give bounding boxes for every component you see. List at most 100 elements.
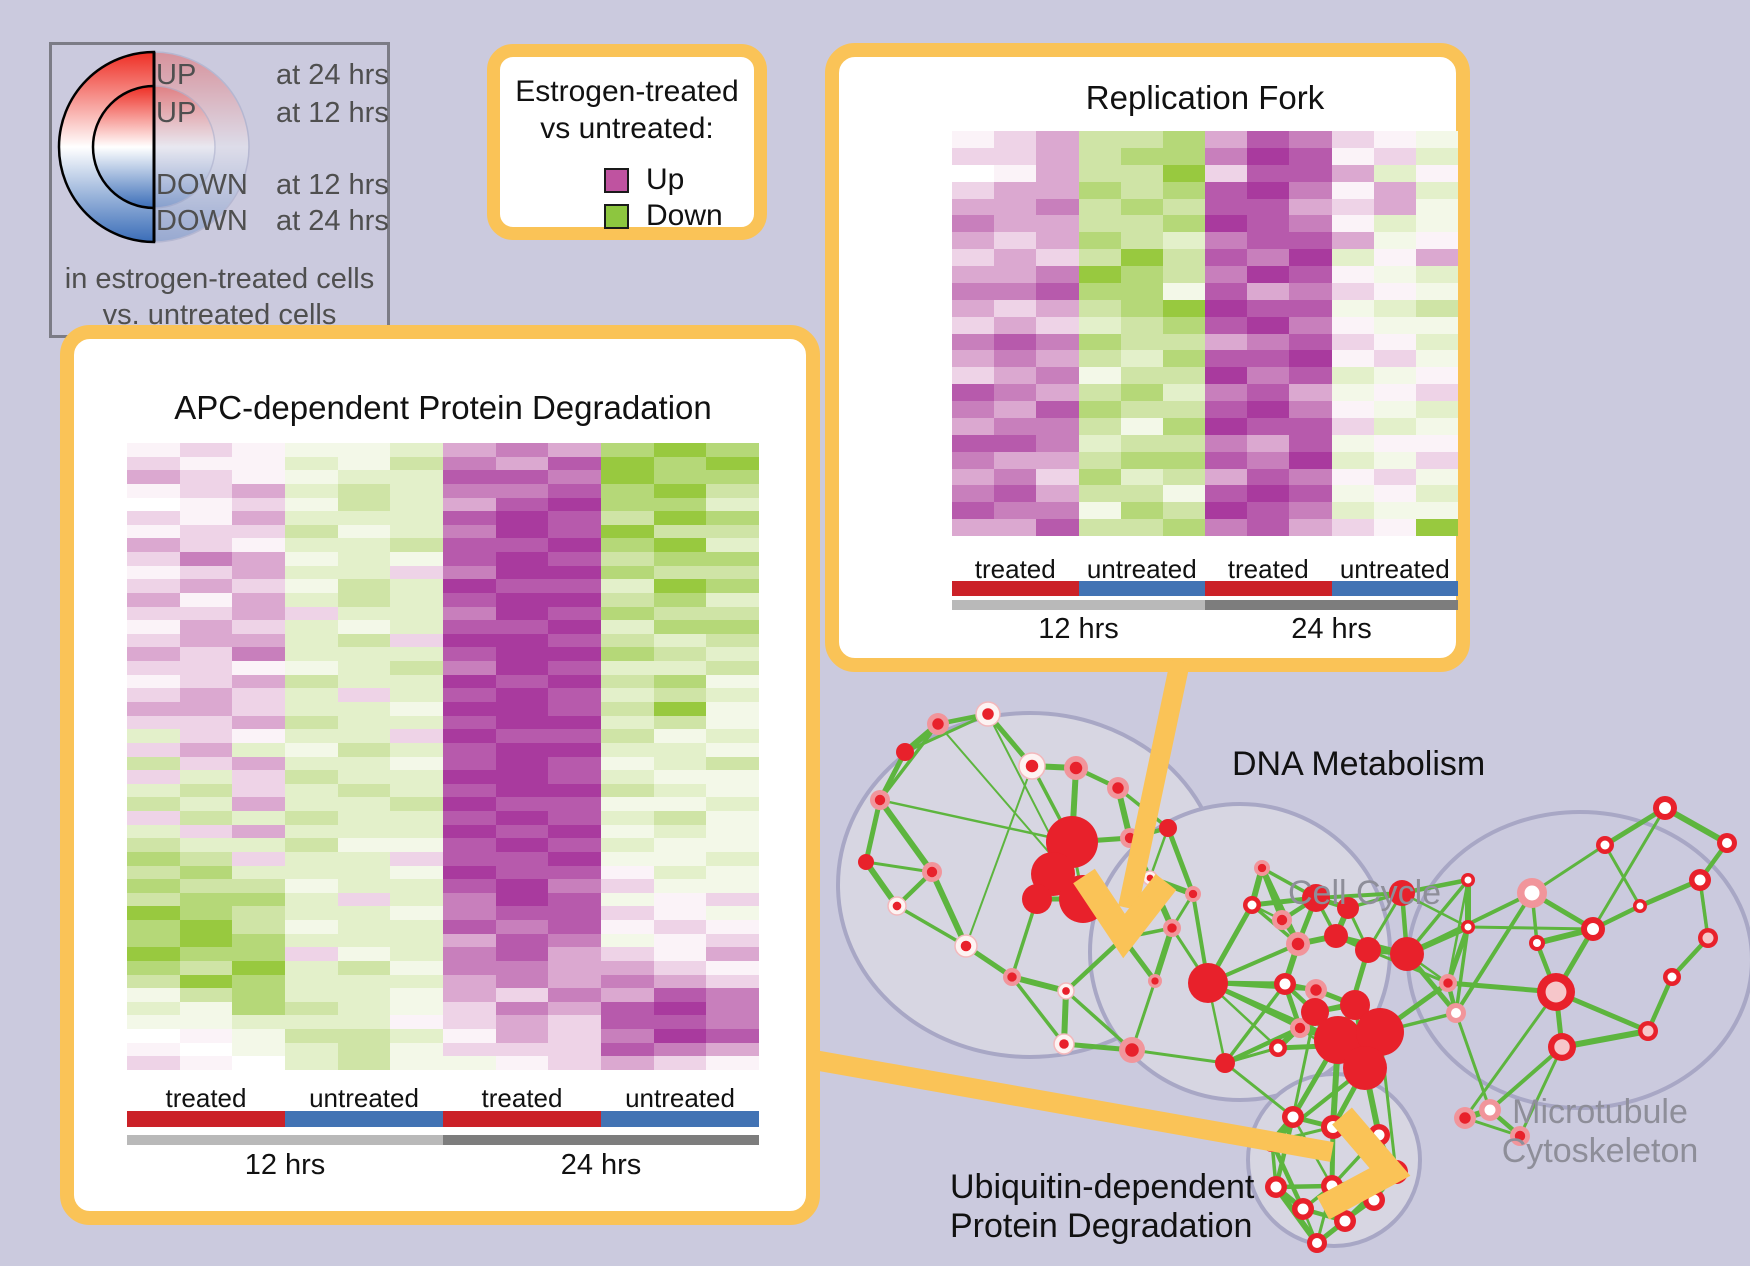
heatmap-cell: [548, 579, 601, 593]
heatmap-cell: [127, 1015, 180, 1030]
heatmap-cell: [601, 592, 654, 607]
heatmap-cell: [1247, 417, 1290, 435]
heatmap-cell: [443, 592, 496, 607]
heatmap-cell: [706, 674, 759, 689]
ring-time: at 12 hrs: [276, 169, 389, 201]
heatmap-cell: [994, 333, 1037, 351]
heatmap-cell: [127, 756, 180, 771]
heatmap-cell: [1205, 181, 1248, 199]
heatmap-cell: [994, 417, 1037, 435]
heatmap-cell: [179, 483, 233, 498]
heatmap-cell: [495, 661, 549, 675]
heatmap-cell: [1120, 468, 1163, 486]
heatmap-cell: [390, 633, 443, 648]
heatmap-cell: [337, 552, 391, 566]
heatmap-cell: [1415, 266, 1458, 283]
heatmap-cell: [285, 443, 338, 457]
heatmap-cell: [1289, 164, 1332, 182]
heatmap-cell: [127, 1042, 180, 1057]
heatmap-cell: [601, 892, 654, 907]
heatmap-cell: [706, 838, 759, 852]
heatmap-cell: [179, 647, 233, 662]
heatmap-cell: [952, 181, 995, 199]
heatmap-cell: [1120, 249, 1163, 266]
heatmap-cell: [1120, 519, 1163, 536]
heatmap-cell: [337, 756, 391, 771]
heatmap-cell: [1120, 181, 1163, 199]
time-color-bars: [127, 1135, 759, 1145]
heatmap-cell: [337, 606, 391, 621]
heatmap-cell: [706, 892, 759, 907]
heatmap-cell: [232, 729, 285, 743]
heatmap-cell: [653, 483, 707, 498]
heatmap-cell: [285, 483, 338, 498]
heatmap-cell: [548, 443, 601, 457]
heatmap-cell: [1120, 502, 1163, 520]
heatmap-cell: [443, 1001, 496, 1016]
heatmap-cell: [179, 701, 233, 716]
heatmap-cell: [1373, 164, 1416, 182]
heatmap-cell: [1078, 502, 1121, 520]
heatmap-cell: [495, 538, 549, 553]
heatmap-cell: [601, 1029, 654, 1043]
heatmap-cell: [1078, 316, 1121, 334]
heatmap-cell: [1331, 299, 1374, 317]
heatmap-cell: [337, 1056, 391, 1070]
heatmap-cell: [1162, 215, 1205, 233]
heatmap-cell: [706, 1001, 759, 1016]
heatmap-cell: [337, 483, 391, 498]
heatmap-cell: [179, 661, 233, 675]
heatmap-cell: [127, 524, 180, 539]
heatmap-cell: [1331, 333, 1374, 351]
heatmap-cell: [285, 770, 338, 784]
heatmap-cell: [232, 797, 285, 812]
heatmap-cell: [1078, 181, 1121, 199]
heatmap-cell: [1415, 131, 1458, 148]
heatmap-cell: [1373, 519, 1416, 536]
heatmap-cell: [179, 1001, 233, 1016]
time-label: 24 hrs: [1291, 613, 1372, 645]
heatmap-cell: [443, 552, 496, 566]
heatmap-cell: [601, 552, 654, 566]
heatmap-cell: [601, 851, 654, 866]
heatmap-cell: [1205, 434, 1248, 452]
ring-word: DOWN: [156, 169, 248, 201]
updown-title-line1: Estrogen-treated: [515, 75, 739, 108]
heatmap-cell: [443, 974, 496, 989]
heatmap-cell: [443, 797, 496, 812]
heatmap-cell: [1289, 215, 1332, 233]
heatmap-cell: [1036, 384, 1079, 401]
heatmap-cell: [443, 579, 496, 593]
heatmap-cell: [232, 443, 285, 457]
heatmap-cell: [1036, 164, 1079, 182]
heatmap-cell: [706, 688, 759, 702]
heatmap-cell: [653, 797, 707, 812]
heatmap-cell: [179, 538, 233, 553]
heatmap-cell: [232, 565, 285, 580]
heatmap-cell: [601, 824, 654, 839]
heatmap-cell: [495, 715, 549, 730]
heatmap-cell: [495, 811, 549, 825]
heatmap-cell: [601, 633, 654, 648]
heatmap-cell: [653, 606, 707, 621]
heatmap-cell: [706, 960, 759, 975]
heatmap-cell: [443, 511, 496, 525]
heatmap-cell: [337, 715, 391, 730]
heatmap-cell: [285, 688, 338, 702]
heatmap-cell: [1162, 232, 1205, 250]
heatmap-cell: [601, 511, 654, 525]
heatmap-cell: [1247, 367, 1290, 385]
heatmap-cell: [1415, 333, 1458, 351]
heatmap-cell: [952, 485, 995, 503]
heatmap-cell: [1036, 485, 1079, 503]
heatmap-cell: [1289, 333, 1332, 351]
heatmap-cell: [706, 947, 759, 961]
heatmap-cell: [1162, 519, 1205, 536]
heatmap-cell: [495, 497, 549, 512]
heatmap-cell: [1415, 249, 1458, 266]
heatmap-cell: [337, 851, 391, 866]
heatmap-cell: [1205, 401, 1248, 418]
heatmap-cell: [1247, 164, 1290, 182]
heatmap-cell: [1078, 367, 1121, 385]
heatmap-cell: [706, 470, 759, 484]
